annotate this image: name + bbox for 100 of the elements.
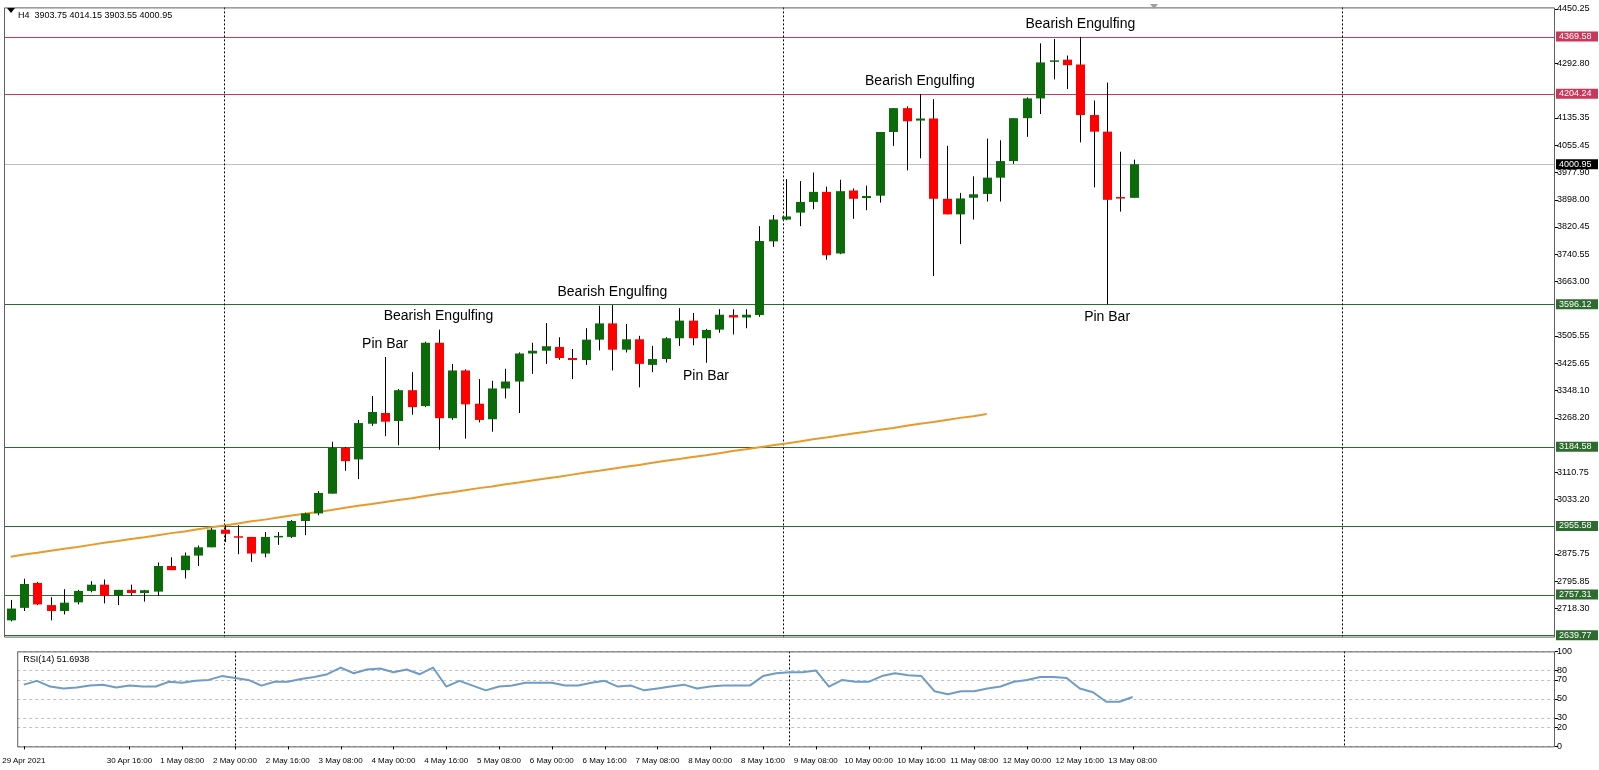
candlestick (689, 312, 698, 346)
y-tick-label: 3740.55 (1557, 248, 1590, 259)
candlestick (33, 581, 42, 606)
ref-line-label: 3596.12 (1559, 298, 1592, 309)
x-tick-label: 8 May 16:00 (740, 756, 786, 766)
candlestick (796, 180, 805, 227)
candlestick (234, 524, 243, 555)
x-tick-label: 30 Apr 16:00 (106, 756, 153, 766)
y-tick-label: 3268.20 (1557, 412, 1590, 423)
candlestick (582, 327, 591, 366)
ref-line-label: 2955.58 (1559, 520, 1592, 531)
y-tick-label: 3110.75 (1557, 466, 1589, 477)
y-tick-label: 2718.30 (1557, 602, 1590, 613)
candlestick (648, 345, 657, 373)
candlestick (408, 371, 417, 416)
candlestick (1116, 151, 1125, 213)
candlestick (862, 185, 871, 211)
x-tick-label: 5 May 08:00 (476, 756, 522, 766)
x-tick-label: 6 May 16:00 (582, 756, 628, 766)
candlestick (542, 322, 551, 365)
annotation: Bearish Engulfing (383, 307, 494, 324)
candlestick (194, 545, 203, 567)
candlestick (7, 599, 16, 622)
candlestick (314, 490, 323, 516)
candlestick (47, 596, 56, 621)
candlestick (903, 105, 912, 171)
y-tick-label: 30 (1557, 712, 1568, 723)
ref-line-label: 4369.58 (1559, 31, 1592, 42)
candlestick (181, 552, 190, 579)
x-tick-label: 2 May 16:00 (265, 756, 311, 766)
candlestick (568, 348, 577, 380)
y-tick-label: 4135.35 (1557, 112, 1590, 123)
y-tick-label: 2875.75 (1557, 548, 1590, 559)
x-tick-label: 4 May 00:00 (371, 756, 416, 766)
chart-title: H4 3903.75 4014.15 3903.55 4000.95 (18, 9, 173, 20)
y-tick-label: 50 (1557, 693, 1568, 704)
y-tick-label: 3820.45 (1557, 221, 1590, 232)
ref-line-label: 4000.95 (1559, 158, 1592, 169)
candlestick (969, 175, 978, 221)
candlestick (622, 323, 631, 353)
candlestick (381, 356, 390, 437)
candlestick (1050, 38, 1059, 80)
candlestick (475, 378, 484, 423)
x-tick-label: 7 May 08:00 (635, 756, 680, 766)
y-tick-label: 4292.80 (1557, 57, 1590, 68)
x-tick-label: 12 May 16:00 (1055, 756, 1105, 766)
candlestick (983, 138, 992, 203)
x-tick-label: 2 May 00:00 (212, 756, 258, 766)
x-tick-label: 9 May 08:00 (793, 756, 839, 766)
candlestick (996, 139, 1005, 203)
y-tick-label: 3663.00 (1557, 275, 1590, 286)
x-tick-label: 10 May 16:00 (897, 756, 947, 766)
annotation: Pin Bar (362, 334, 409, 351)
candlestick (595, 305, 604, 351)
candlestick (662, 336, 671, 363)
y-tick-label: 20 (1557, 721, 1568, 732)
candlestick (1023, 96, 1032, 138)
y-tick-label: 3425.65 (1557, 357, 1590, 368)
y-tick-label: 2795.85 (1557, 575, 1590, 586)
y-tick-label: 4055.45 (1557, 139, 1590, 150)
candlestick (729, 308, 738, 335)
y-tick-label: 3505.55 (1557, 330, 1590, 341)
x-tick-label: 4 May 16:00 (424, 756, 469, 766)
y-tick-label: 3033.20 (1557, 493, 1590, 504)
candlestick (956, 192, 965, 245)
candlestick (742, 308, 751, 329)
y-tick-label: 3348.10 (1557, 384, 1590, 395)
y-tick-label: 70 (1557, 674, 1568, 685)
candlestick (916, 93, 925, 159)
candlestick (247, 536, 256, 563)
annotation: Bearish Engulfing (865, 71, 975, 88)
annotation: Pin Bar (1084, 308, 1131, 325)
candlestick (809, 171, 818, 210)
ref-line-label: 2757.31 (1559, 589, 1592, 600)
candlestick (943, 145, 952, 215)
y-tick-label: 100 (1557, 645, 1573, 656)
candlestick (20, 578, 29, 612)
x-tick-label: 6 May 00:00 (529, 756, 575, 766)
x-tick-label: 11 May 08:00 (950, 756, 999, 766)
ref-line-label: 4204.24 (1559, 88, 1592, 99)
x-tick-label: 8 May 00:00 (688, 756, 733, 766)
candlestick (769, 214, 778, 248)
y-tick-label: 80 (1557, 664, 1568, 675)
candlestick (341, 446, 350, 472)
x-tick-label: 10 May 00:00 (844, 756, 894, 766)
x-tick-label: 12 May 00:00 (1002, 756, 1052, 766)
candlestick (1090, 100, 1099, 188)
annotation: Bearish Engulfing (1025, 14, 1136, 31)
candlestick (1063, 55, 1072, 90)
ref-line-label: 3184.58 (1559, 441, 1592, 452)
ref-line-label: 2639.77 (1559, 629, 1592, 640)
x-tick-label: 1 May 08:00 (160, 756, 205, 766)
y-tick-label: 3898.00 (1557, 194, 1590, 205)
candlestick (261, 531, 270, 558)
chart-title: RSI(14) 51.6938 (23, 653, 90, 664)
candlestick (889, 107, 898, 147)
y-tick-label: 4450.25 (1557, 3, 1590, 14)
candlestick (849, 187, 858, 220)
x-tick-label: 29 Apr 2021 (2, 756, 46, 766)
candlestick (715, 308, 724, 334)
